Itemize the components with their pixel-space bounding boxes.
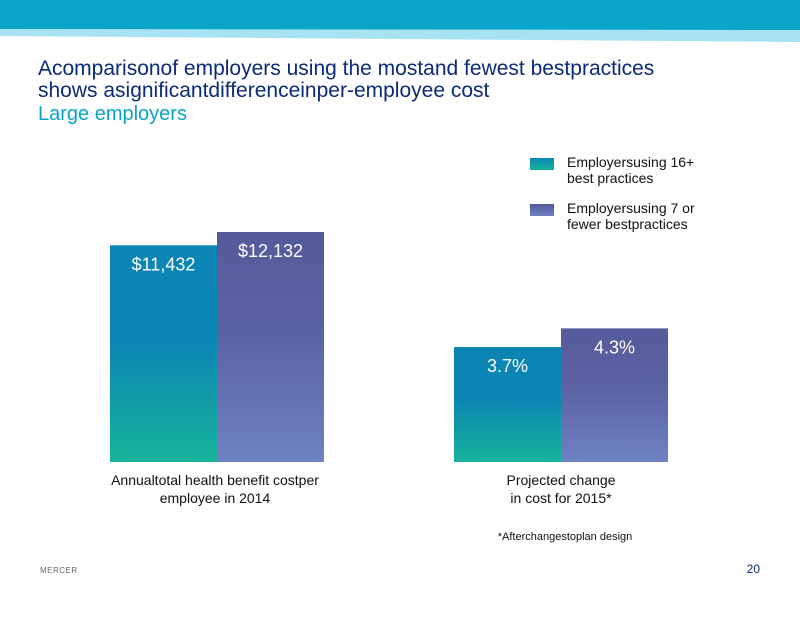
category-label-annual-cost-line-1: Annualtotal health benefit costper [111, 472, 319, 488]
bar-projected-change-series-2 [561, 328, 668, 462]
category-label-projected-change-line-2: in cost for 2015* [510, 490, 612, 506]
legend-swatch-7-or-fewer [530, 204, 554, 216]
slide-title: Acomparisonof employers using the mostan… [38, 58, 778, 102]
legend-label-7-or-fewer-line-2: fewer bestpractices [567, 216, 688, 232]
category-label-projected-change: Projected change in cost for 2015* [426, 471, 696, 507]
page-number: 20 [746, 562, 760, 576]
legend-label-7-or-fewer: Employersusing 7 or fewer bestpractices [567, 200, 767, 232]
data-label-annual-cost-series-2: $12,132 [238, 241, 303, 261]
brand-logo-text: MERCER [40, 566, 78, 575]
category-label-projected-change-line-1: Projected change [506, 472, 616, 488]
data-label-projected-change-series-2: 4.3% [594, 337, 635, 357]
slide-title-line-1: Acomparisonof employers using the mostan… [38, 57, 655, 80]
legend-label-16-plus: Employersusing 16+ best practices [567, 154, 767, 186]
slide-subtitle: Large employers [38, 103, 187, 125]
legend-label-16-plus-line-1: Employersusing 16+ [567, 154, 695, 170]
data-label-projected-change-series-1: 3.7% [487, 356, 528, 376]
category-label-annual-cost: Annualtotal health benefit costper emplo… [80, 471, 350, 507]
legend-label-16-plus-line-2: best practices [567, 170, 654, 186]
slide-title-line-2: shows asignificantdifferenceinper-employ… [38, 79, 490, 102]
bar-annual-cost-series-1 [110, 245, 217, 462]
legend-item-7-or-fewer: Employersusing 7 or fewer bestpractices [530, 200, 770, 240]
data-label-annual-cost-series-1: $11,432 [132, 254, 196, 274]
category-label-annual-cost-line-2: employee in 2014 [159, 490, 271, 506]
bar-projected-change-series-1 [454, 347, 561, 462]
header-band [0, 0, 800, 42]
footnote: *Afterchangestoplan design [497, 531, 633, 543]
bar-annual-cost-series-2 [217, 232, 324, 462]
legend-item-16-plus: Employersusing 16+ best practices [530, 154, 770, 194]
legend-label-7-or-fewer-line-1: Employersusing 7 or [567, 200, 695, 216]
legend-swatch-16-plus [530, 158, 554, 170]
